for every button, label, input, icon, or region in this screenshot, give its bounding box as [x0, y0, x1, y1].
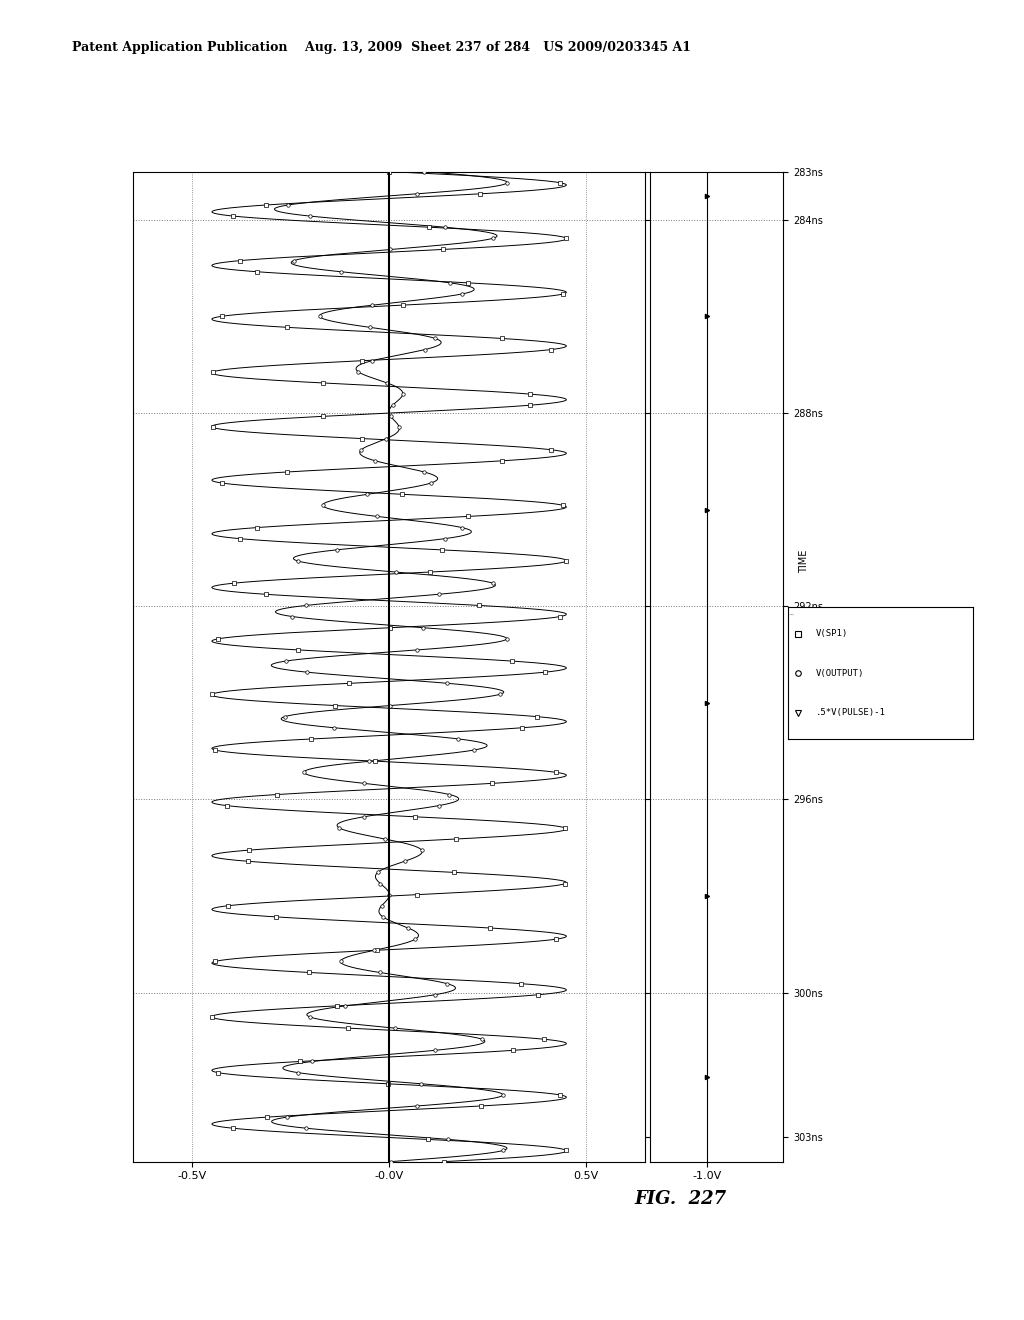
Text: V(OUTPUT): V(OUTPUT) — [816, 669, 864, 677]
Text: TIME: TIME — [799, 549, 809, 573]
Text: Patent Application Publication    Aug. 13, 2009  Sheet 237 of 284   US 2009/0203: Patent Application Publication Aug. 13, … — [72, 41, 690, 54]
Text: FIG.  227: FIG. 227 — [635, 1189, 727, 1208]
Text: .5*V(PULSE)-1: .5*V(PULSE)-1 — [816, 709, 886, 717]
Text: V(SP1): V(SP1) — [816, 630, 848, 638]
Text: o V(SP1): o V(SP1) — [788, 612, 795, 615]
